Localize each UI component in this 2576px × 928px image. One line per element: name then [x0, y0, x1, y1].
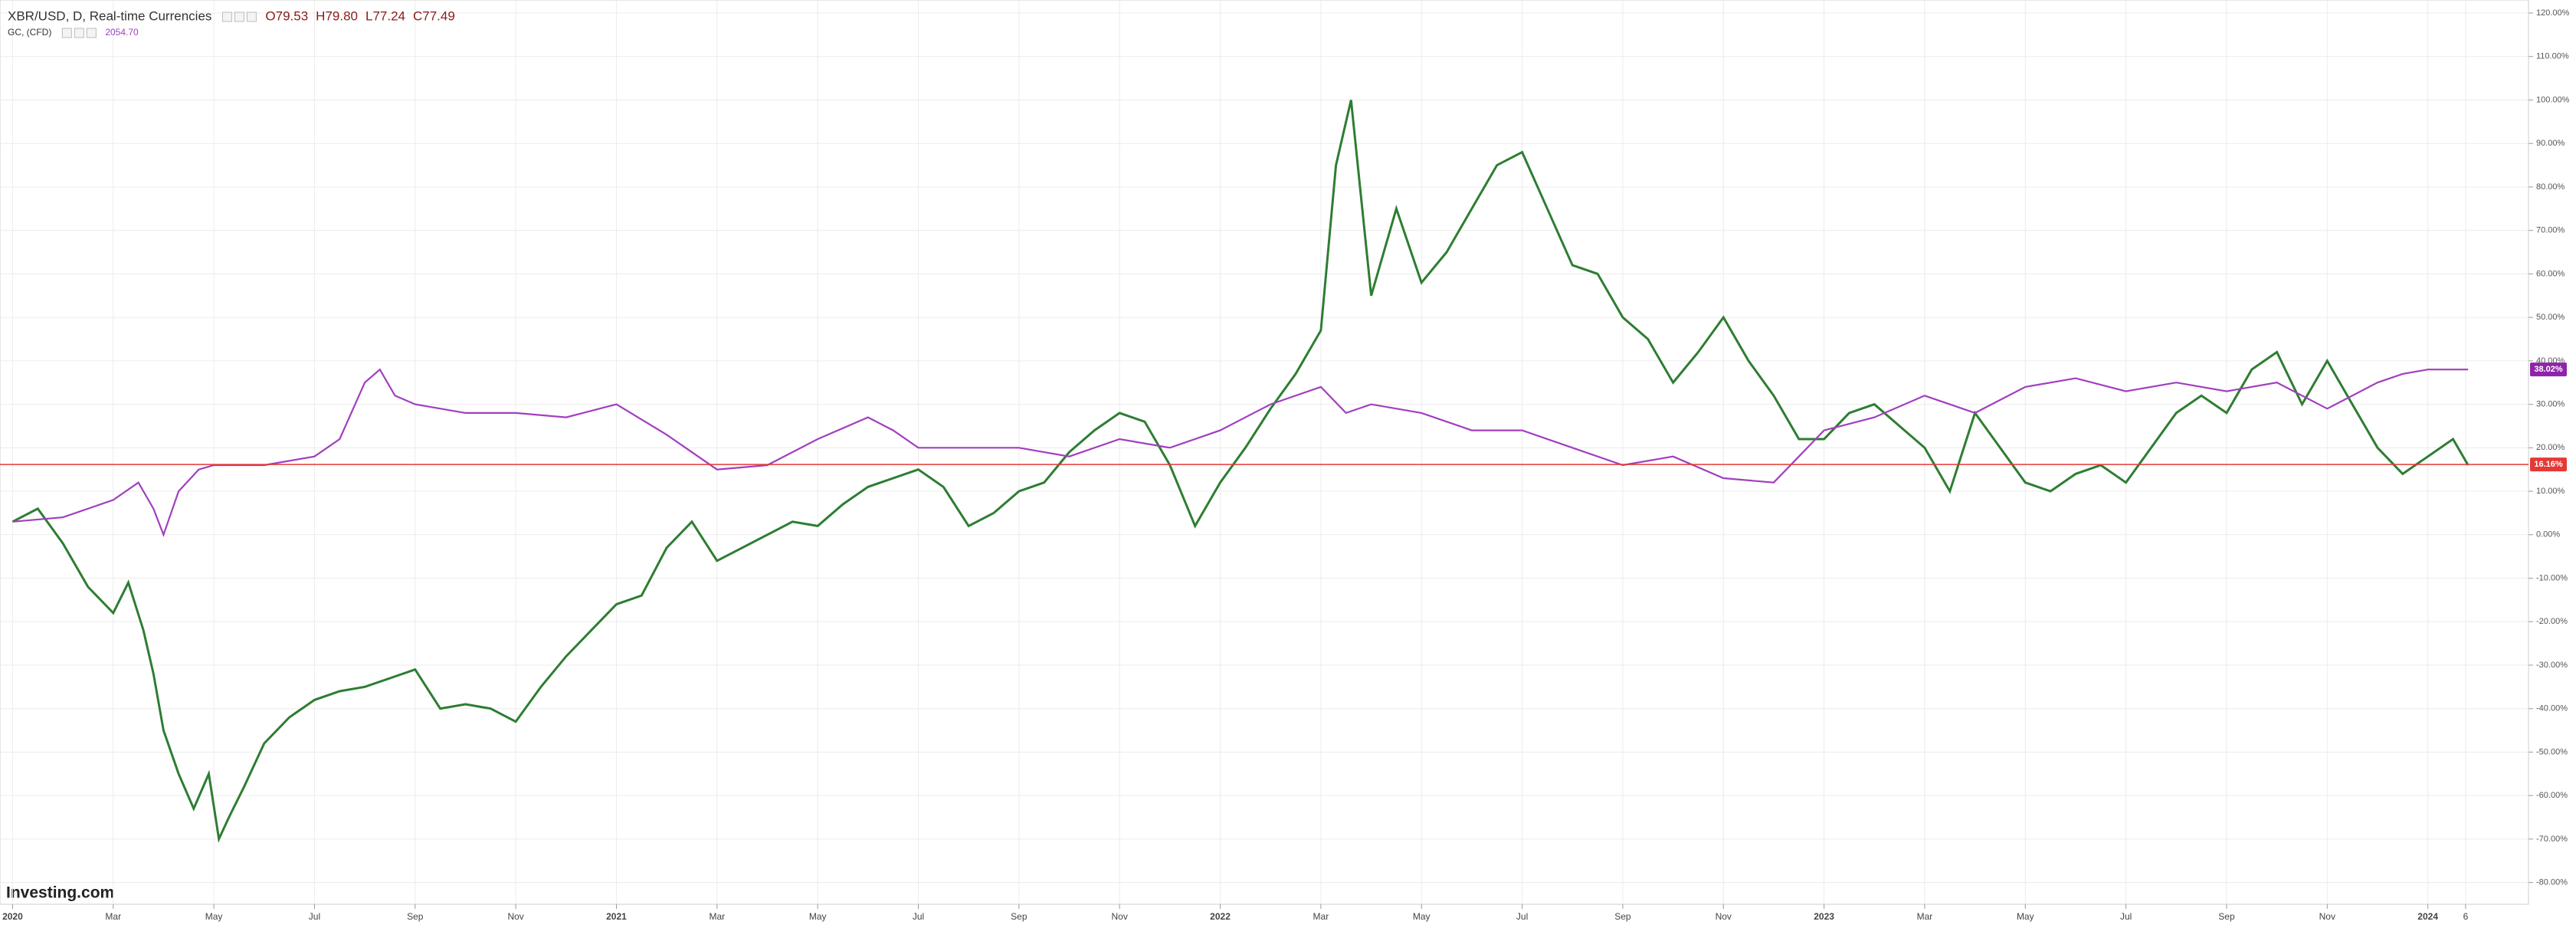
y-tick-label: 110.00% [2536, 52, 2569, 61]
quote: O79.53 [265, 8, 308, 23]
legend-button [234, 11, 244, 22]
legend-button [74, 28, 84, 38]
y-tick-label: -30.00% [2536, 661, 2568, 670]
x-tick-label: 2020 [2, 911, 23, 922]
series-line [11, 100, 2469, 844]
x-tick-label: Mar [1313, 911, 1329, 922]
x-tick-label: Mar [105, 911, 121, 922]
y-tick-label: 10.00% [2536, 487, 2565, 496]
x-tick-label: Sep [1614, 911, 1631, 922]
quote: C77.49 [413, 8, 455, 23]
x-tick-label: Mar [1917, 911, 1933, 922]
y-tick-label: 100.00% [2536, 95, 2570, 104]
y-tick-label: 30.00% [2536, 400, 2565, 409]
x-tick-label: Jul [2120, 911, 2132, 922]
y-tick-label: -40.00% [2536, 704, 2568, 713]
y-tick-label: 50.00% [2536, 313, 2565, 322]
y-tick-label: -60.00% [2536, 791, 2568, 800]
legend-button [86, 28, 97, 38]
legend-button [221, 11, 232, 22]
watermark: Investing.com [6, 884, 114, 902]
x-tick-label: Nov [2319, 911, 2335, 922]
price-tag [2530, 457, 2567, 472]
price-tag-label: 16.16% [2534, 460, 2563, 469]
quote: H79.80 [316, 8, 358, 23]
x-tick-label: Sep [1011, 911, 1027, 922]
legend-entry: XBR/USD, D, Real-time Currencies [8, 8, 211, 23]
y-tick-label: -10.00% [2536, 573, 2568, 582]
y-tick-label: 80.00% [2536, 182, 2565, 192]
quote: 2054.70 [105, 27, 139, 38]
y-tick-label: 60.00% [2536, 269, 2565, 278]
x-tick-label: May [809, 911, 827, 922]
x-tick-label: May [2017, 911, 2034, 922]
x-tick-label: 2024 [2417, 911, 2438, 922]
y-tick-label: -80.00% [2536, 878, 2568, 887]
y-tick-label: 20.00% [2536, 443, 2565, 452]
x-tick-label: Jul [309, 911, 320, 922]
legend-button [246, 11, 257, 22]
x-tick-label: May [1413, 911, 1431, 922]
y-tick-label: 70.00% [2536, 226, 2565, 235]
x-tick-label: 2023 [1814, 911, 1834, 922]
x-tick-label: 2021 [606, 911, 627, 922]
quote: L77.24 [365, 8, 405, 23]
x-tick-label: 2022 [1210, 911, 1231, 922]
x-tick-label: Nov [1716, 911, 1732, 922]
legend-entry: GC, (CFD) [8, 27, 51, 38]
y-tick-label: -70.00% [2536, 835, 2568, 844]
plot-frame [0, 0, 2529, 905]
legend-button [61, 28, 72, 38]
y-tick-label: 0.00% [2536, 530, 2560, 539]
x-tick-label: Jul [1516, 911, 1528, 922]
x-tick-label: Sep [407, 911, 424, 922]
y-tick-label: -20.00% [2536, 617, 2568, 626]
y-tick-label: 120.00% [2536, 8, 2570, 18]
y-tick-label: 90.00% [2536, 139, 2565, 148]
y-tick-label: -50.00% [2536, 747, 2568, 756]
x-tick-label: Sep [2218, 911, 2235, 922]
x-tick-label: Mar [709, 911, 725, 922]
x-tick-label: Nov [507, 911, 523, 922]
x-tick-label: Jul [913, 911, 924, 922]
x-tick-label: May [205, 911, 223, 922]
x-tick-label: Nov [1112, 911, 1128, 922]
series-line [12, 368, 2469, 537]
price-tag [2530, 362, 2567, 377]
x-tick-label: 6 [2463, 911, 2469, 922]
price-tag-label: 38.02% [2534, 365, 2563, 374]
